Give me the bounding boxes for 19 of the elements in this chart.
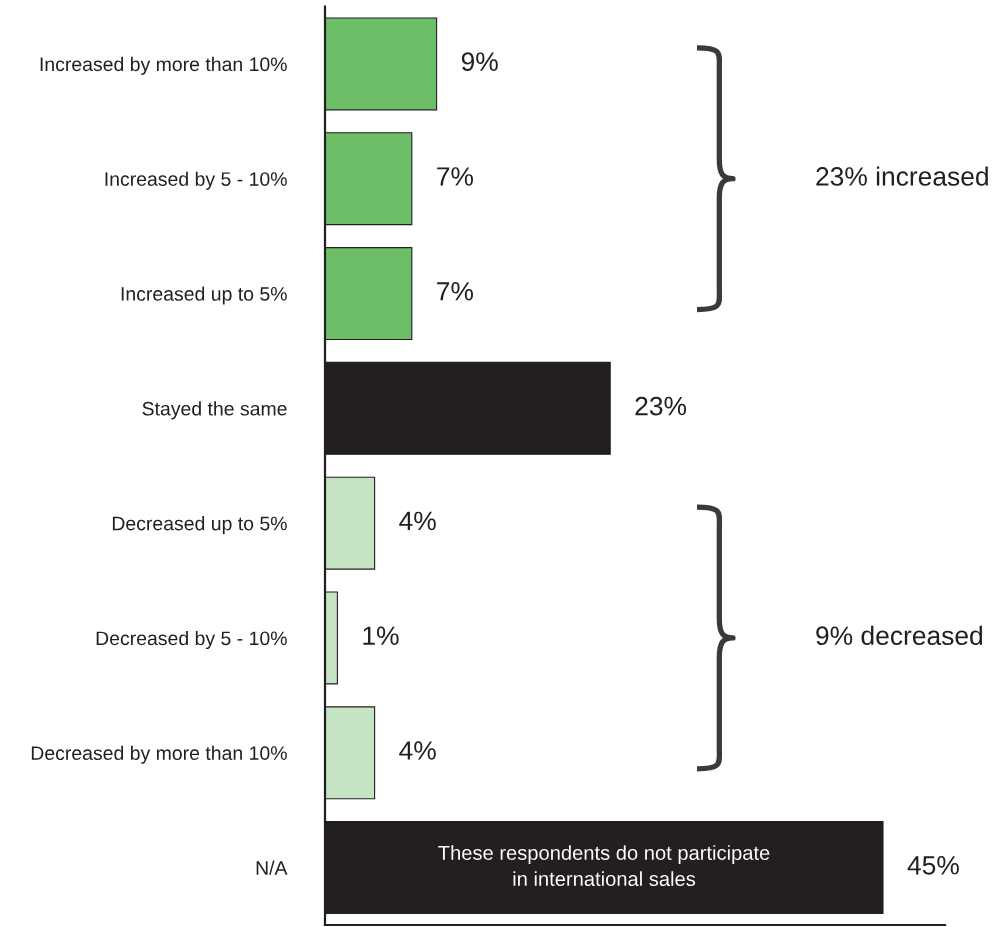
y-tick-label: Stayed the same	[142, 401, 287, 420]
y-tick-label: Increased up to 5%	[121, 286, 287, 305]
data-label: 45%	[907, 856, 959, 875]
data-label: 1%	[363, 626, 399, 645]
data-label: 23%	[635, 396, 687, 416]
y-tick-label: N/A	[256, 860, 288, 875]
y-tick-label: Decreased by more than 10%	[31, 745, 287, 764]
y-tick-label: Decreased up to 5%	[112, 516, 287, 535]
y-tick-label: Decreased by 5 - 10%	[96, 630, 287, 650]
data-label: 9%	[461, 52, 498, 71]
data-label: 4%	[399, 511, 436, 531]
data-label: 7%	[437, 167, 473, 186]
annotation: 23% increased	[816, 166, 988, 186]
annotation: 9% decreased	[816, 625, 983, 646]
y-tick-label: Increased by 5 - 10%	[105, 171, 287, 190]
annotation: These respondents do not participate in international sales	[438, 845, 770, 887]
y-tick-label: Increased by more than 10%	[40, 56, 287, 75]
data-label: 4%	[399, 741, 436, 760]
data-label: 7%	[437, 282, 473, 301]
